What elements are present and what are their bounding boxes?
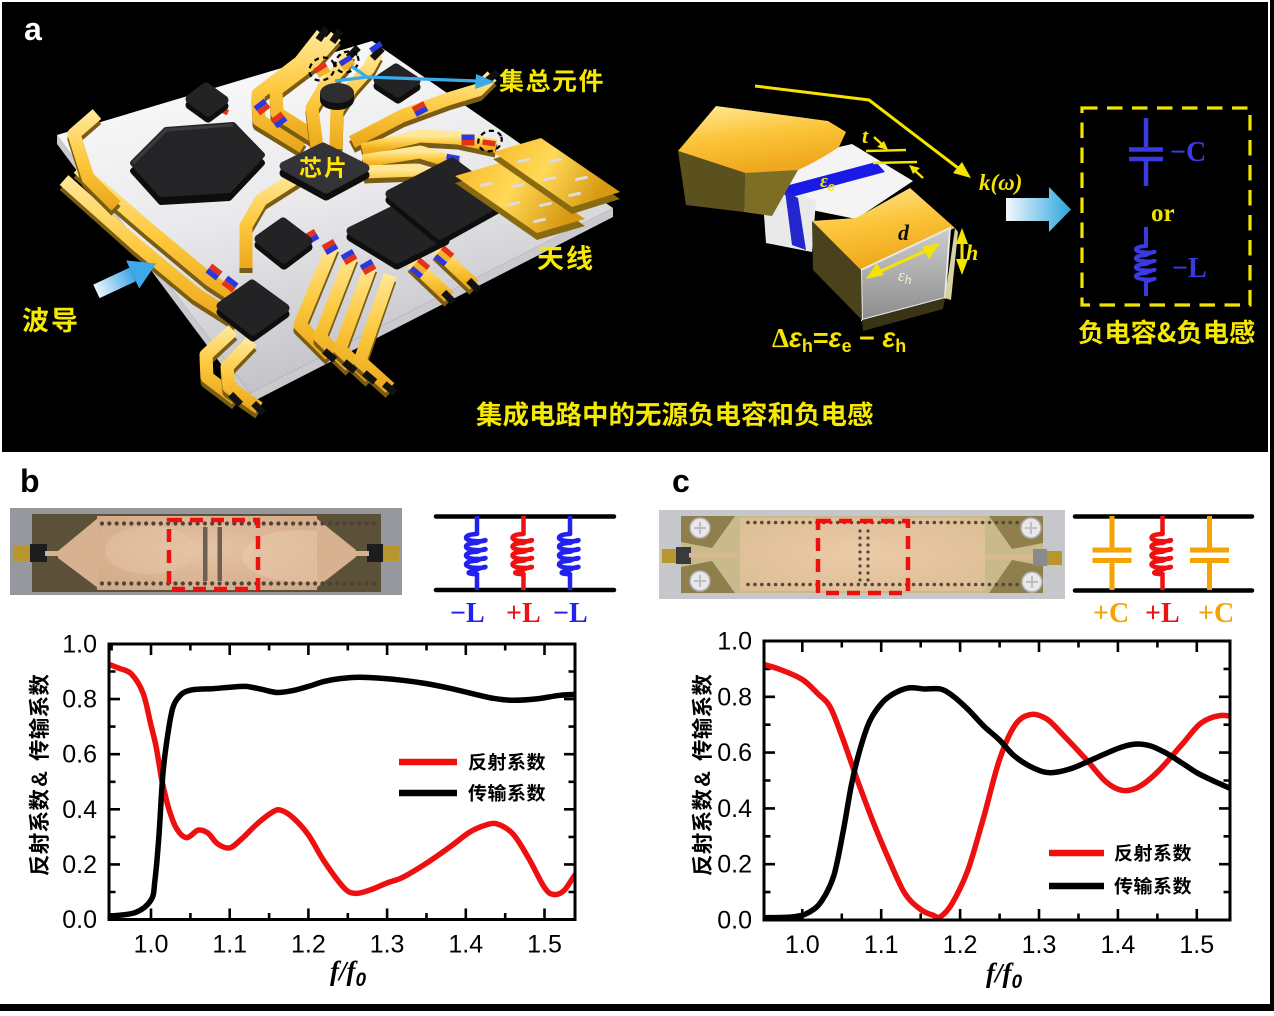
- svg-text:1.5: 1.5: [527, 931, 562, 959]
- svg-text:t: t: [862, 123, 869, 148]
- svg-text:1.1: 1.1: [864, 931, 899, 959]
- svg-text:h: h: [966, 240, 978, 265]
- svg-text:1.3: 1.3: [1022, 931, 1057, 959]
- svg-text:Δεh=εe − εh: Δεh=εe − εh: [772, 323, 906, 356]
- svg-text:1.4: 1.4: [448, 931, 483, 959]
- svg-text:1.1: 1.1: [212, 931, 247, 959]
- svg-text:or: or: [1151, 200, 1175, 227]
- svg-text:1.0: 1.0: [717, 628, 752, 656]
- svg-text:0.4: 0.4: [62, 796, 97, 824]
- svg-text:0.2: 0.2: [717, 851, 752, 879]
- svg-text:0.2: 0.2: [62, 851, 97, 879]
- svg-text:1.5: 1.5: [1179, 931, 1214, 959]
- svg-text:−L: −L: [1172, 253, 1207, 284]
- svg-text:−L: −L: [553, 598, 588, 629]
- svg-text:1.0: 1.0: [62, 631, 97, 659]
- svg-text:c: c: [672, 463, 690, 499]
- svg-text:0.8: 0.8: [717, 683, 752, 711]
- svg-text:&: &: [690, 771, 715, 787]
- svg-text:0.6: 0.6: [62, 741, 97, 769]
- svg-text:0.0: 0.0: [62, 906, 97, 934]
- svg-text:1.2: 1.2: [291, 931, 326, 959]
- svg-text:&: &: [27, 771, 52, 787]
- svg-text:−C: −C: [1170, 137, 1206, 168]
- svg-text:+C: +C: [1198, 598, 1234, 629]
- svg-text:1.0: 1.0: [134, 931, 169, 959]
- svg-text:0.4: 0.4: [717, 795, 752, 823]
- svg-text:0.6: 0.6: [717, 739, 752, 767]
- svg-text:k(ω): k(ω): [979, 170, 1022, 195]
- svg-text:1.0: 1.0: [785, 931, 820, 959]
- svg-text:+L: +L: [506, 598, 541, 629]
- svg-text:1.4: 1.4: [1101, 931, 1136, 959]
- svg-text:d: d: [898, 220, 910, 245]
- svg-text:+C: +C: [1093, 598, 1129, 629]
- svg-text:0.8: 0.8: [62, 686, 97, 714]
- svg-text:−L: −L: [450, 598, 485, 629]
- svg-text:a: a: [24, 11, 42, 47]
- svg-text:1.2: 1.2: [943, 931, 978, 959]
- svg-text:0.0: 0.0: [717, 907, 752, 935]
- svg-text:b: b: [20, 463, 40, 499]
- svg-text:1.3: 1.3: [370, 931, 405, 959]
- svg-text:+L: +L: [1145, 598, 1180, 629]
